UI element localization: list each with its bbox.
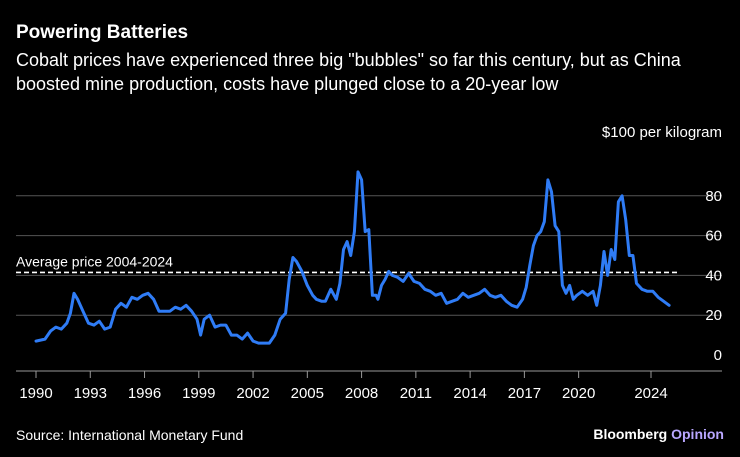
x-tick-label: 2020 [562, 385, 595, 402]
x-tick-label: 2002 [236, 385, 269, 402]
brand-suffix: Opinion [671, 426, 724, 442]
x-tick-label: 2014 [453, 385, 486, 402]
y-tick-label: 20 [705, 307, 722, 324]
average-price-label: Average price 2004-2024 [16, 253, 173, 269]
x-tick-label: 2024 [634, 385, 667, 402]
x-tick-label: 1993 [74, 385, 107, 402]
chart-title: Powering Batteries [16, 22, 189, 43]
x-tick-label: 1990 [19, 385, 52, 402]
gridlines [16, 195, 722, 316]
x-tick-label: 2008 [345, 385, 378, 402]
y-tick-label: 60 [705, 228, 722, 245]
bloomberg-opinion-logo: Bloomberg Opinion [593, 426, 724, 442]
x-tick-label: 1996 [128, 385, 161, 402]
x-axis-ticks: 1990 1993 1996 1999 2002 2005 2008 2011 2014 2017… [19, 371, 668, 402]
cobalt-price-line [34, 170, 671, 345]
y-axis-unit-label: $100 per kilogram [602, 124, 722, 141]
y-tick-label: 0 [714, 347, 722, 364]
y-axis-ticks: 0 20 40 60 80 [705, 188, 722, 364]
x-tick-label: 1999 [182, 385, 215, 402]
y-tick-label: 40 [705, 267, 722, 284]
y-tick-label: 80 [705, 188, 722, 205]
chart-subtitle: Cobalt prices have experienced three big… [16, 50, 681, 94]
x-tick-label: 2005 [291, 385, 324, 402]
source-note: Source: International Monetary Fund [16, 427, 244, 443]
x-tick-label: 2011 [400, 385, 432, 402]
x-tick-label: 2017 [508, 385, 541, 402]
brand-name: Bloomberg [593, 426, 668, 442]
